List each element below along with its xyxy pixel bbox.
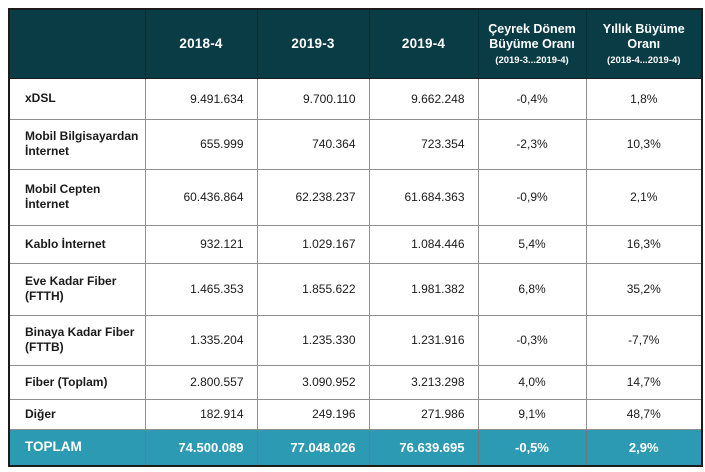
header-row: 2018-4 2019-3 2019-4 Çeyrek Dönem Büyüme… [8,8,703,79]
row-label: Mobil Cepten İnternet [8,168,146,226]
column-header-2018-4: 2018-4 [144,8,258,79]
value-2019-4: 1.231.916 [368,314,479,366]
value-annual-growth: -7,7% [585,314,703,366]
column-header-annual-growth: Yıllık Büyüme Oranı (2018-4...2019-4) [585,8,703,79]
internet-subscribers-table: 2018-4 2019-3 2019-4 Çeyrek Dönem Büyüme… [8,8,703,467]
value-2019-4: 1.981.382 [368,262,479,316]
value-quarterly-growth: 5,4% [477,224,587,264]
table-row-cable-internet: Kablo İnternet 932.121 1.029.167 1.084.4… [8,224,703,264]
value-2019-4: 61.684.363 [368,168,479,226]
total-2019-4: 76.639.695 [368,428,479,467]
quarterly-growth-period: (2019-3...2019-4) [495,54,569,66]
row-label: xDSL [8,77,146,120]
value-2019-4: 9.662.248 [368,77,479,120]
value-quarterly-growth: 6,8% [477,262,587,316]
total-row: TOPLAM 74.500.089 77.048.026 76.639.695 … [8,428,703,467]
row-label: Diğer [8,398,146,430]
value-quarterly-growth: -0,4% [477,77,587,120]
value-2019-4: 723.354 [368,118,479,170]
table-row-fttb: Binaya Kadar Fiber (FTTB) 1.335.204 1.23… [8,314,703,366]
value-2018-4: 1.465.353 [144,262,258,316]
value-2018-4: 9.491.634 [144,77,258,120]
value-2019-3: 1.029.167 [256,224,370,264]
value-2019-4: 271.986 [368,398,479,430]
value-quarterly-growth: 9,1% [477,398,587,430]
total-label: TOPLAM [8,428,146,467]
row-label: Binaya Kadar Fiber (FTTB) [8,314,146,366]
table-row-mobile-computer-internet: Mobil Bilgisayardan İnternet 655.999 740… [8,118,703,170]
value-2019-3: 3.090.952 [256,364,370,400]
value-annual-growth: 2,1% [585,168,703,226]
value-2018-4: 1.335.204 [144,314,258,366]
column-header-quarterly-growth: Çeyrek Dönem Büyüme Oranı (2019-3...2019… [477,8,587,79]
value-quarterly-growth: -0,3% [477,314,587,366]
total-annual-growth: 2,9% [585,428,703,467]
table-row-xdsl: xDSL 9.491.634 9.700.110 9.662.248 -0,4%… [8,77,703,120]
column-header-2019-3: 2019-3 [256,8,370,79]
total-2018-4: 74.500.089 [144,428,258,467]
value-2019-3: 249.196 [256,398,370,430]
corner-cell [8,8,146,79]
value-2018-4: 60.436.864 [144,168,258,226]
value-annual-growth: 1,8% [585,77,703,120]
total-quarterly-growth: -0,5% [477,428,587,467]
value-2019-3: 62.238.237 [256,168,370,226]
value-2018-4: 932.121 [144,224,258,264]
value-2018-4: 182.914 [144,398,258,430]
table-header: 2018-4 2019-3 2019-4 Çeyrek Dönem Büyüme… [8,8,703,79]
value-2019-4: 3.213.298 [368,364,479,400]
value-2019-3: 1.855.622 [256,262,370,316]
value-annual-growth: 48,7% [585,398,703,430]
value-2019-4: 1.084.446 [368,224,479,264]
annual-growth-title: Yıllık Büyüme Oranı [602,22,685,51]
value-quarterly-growth: -0,9% [477,168,587,226]
column-header-2019-4: 2019-4 [368,8,479,79]
value-quarterly-growth: 4,0% [477,364,587,400]
value-2019-3: 1.235.330 [256,314,370,366]
table-footer: TOPLAM 74.500.089 77.048.026 76.639.695 … [8,428,703,467]
value-quarterly-growth: -2,3% [477,118,587,170]
annual-growth-period: (2018-4...2019-4) [607,54,681,66]
value-2019-3: 740.364 [256,118,370,170]
row-label: Fiber (Toplam) [8,364,146,400]
row-label: Kablo İnternet [8,224,146,264]
table-row-fiber-total: Fiber (Toplam) 2.800.557 3.090.952 3.213… [8,364,703,400]
value-annual-growth: 14,7% [585,364,703,400]
row-label: Mobil Bilgisayardan İnternet [8,118,146,170]
value-annual-growth: 35,2% [585,262,703,316]
row-label: Eve Kadar Fiber (FTTH) [8,262,146,316]
table-row-mobile-handset-internet: Mobil Cepten İnternet 60.436.864 62.238.… [8,168,703,226]
table-body: xDSL 9.491.634 9.700.110 9.662.248 -0,4%… [8,77,703,430]
value-annual-growth: 10,3% [585,118,703,170]
value-2018-4: 655.999 [144,118,258,170]
value-2018-4: 2.800.557 [144,364,258,400]
table-row-ftth: Eve Kadar Fiber (FTTH) 1.465.353 1.855.6… [8,262,703,316]
quarterly-growth-title: Çeyrek Dönem Büyüme Oranı [488,22,576,51]
value-annual-growth: 16,3% [585,224,703,264]
table-row-other: Diğer 182.914 249.196 271.986 9,1% 48,7% [8,398,703,430]
value-2019-3: 9.700.110 [256,77,370,120]
total-2019-3: 77.048.026 [256,428,370,467]
